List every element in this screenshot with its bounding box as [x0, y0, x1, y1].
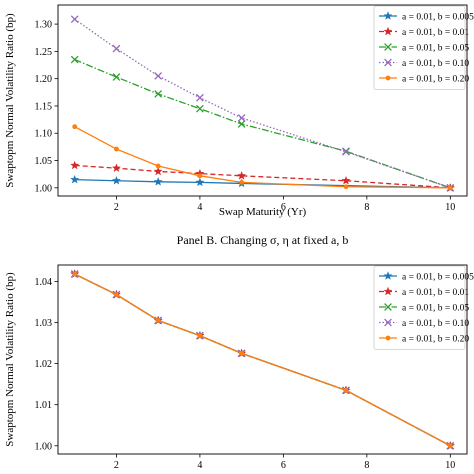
x-tick-label: 8: [364, 202, 369, 213]
legend: a = 0.01, b = 0.005 a = 0.01, b = 0.01 a =…: [373, 5, 474, 90]
series-line: [74, 126, 451, 189]
data-point: [153, 166, 163, 176]
x-tick-label: 2: [114, 202, 119, 213]
y-tick-label: 1.05: [35, 156, 53, 167]
x-tick-label: 10: [445, 202, 455, 213]
legend-label: a = 0.01, b = 0.005: [402, 12, 474, 22]
data-point: [197, 173, 203, 179]
legend-marker: [383, 286, 393, 296]
y-tick-label: 1.04: [35, 277, 53, 288]
data-point: [70, 55, 79, 64]
data-point: [196, 104, 204, 113]
y-tick-label: 1.02: [35, 359, 53, 370]
data-point: [154, 90, 163, 98]
data-point: [343, 387, 349, 393]
legend: a = 0.01, b = 0.005 a = 0.01, b = 0.01 a =…: [373, 265, 474, 350]
y-tick-label: 1.25: [35, 47, 53, 58]
y-tick-label: 1.15: [35, 101, 53, 112]
legend-label: a = 0.01, b = 0.05: [402, 43, 469, 53]
data-point: [343, 184, 349, 190]
data-point: [72, 124, 78, 130]
legend-box: [373, 265, 466, 350]
data-point: [72, 271, 78, 277]
data-point: [239, 179, 245, 185]
plot-frame: [57, 264, 468, 455]
series-5: [72, 124, 453, 191]
y-axis-label: Swaptopm Normal Volatility Ratio (bp): [4, 13, 16, 188]
data-point: [447, 443, 453, 449]
data-point: [196, 93, 204, 102]
data-point: [341, 175, 351, 185]
data-point: [70, 174, 80, 184]
y-tick-label: 1.20: [35, 74, 53, 85]
data-point: [114, 292, 119, 297]
chart-title: Panel B. Changing σ, η at fixed a, b: [177, 233, 349, 247]
legend-marker: [385, 75, 391, 81]
legend-marker: [385, 335, 391, 341]
x-tick-label: 4: [197, 202, 202, 213]
data-point: [342, 147, 350, 156]
plot-frame: [57, 4, 468, 197]
legend-box: [373, 5, 466, 90]
x-tick-label: 2: [114, 460, 119, 471]
data-point: [70, 160, 80, 170]
y-tick-label: 1.00: [35, 183, 53, 194]
chart-panel-2: Panel B. Changing σ, η at fixed a, b 2 4 6 8…: [4, 233, 474, 471]
data-point: [112, 73, 121, 81]
y-tick-label: 1.00: [35, 441, 53, 452]
data-point: [237, 171, 247, 180]
legend-label: a = 0.01, b = 0.05: [402, 303, 469, 313]
legend-label: a = 0.01, b = 0.10: [402, 319, 469, 329]
legend-label: a = 0.01, b = 0.20: [402, 74, 469, 84]
series-2: [70, 160, 455, 192]
legend-marker: [383, 11, 393, 20]
legend-marker: [384, 318, 392, 327]
data-point: [154, 72, 163, 80]
series-5: [72, 271, 453, 449]
data-point: [237, 114, 246, 122]
legend-label: a = 0.01, b = 0.01: [402, 288, 469, 298]
data-point: [70, 15, 79, 24]
data-point: [112, 44, 121, 53]
data-point: [111, 163, 121, 173]
data-point: [195, 177, 205, 187]
x-tick-label: 10: [445, 460, 455, 471]
data-point: [111, 175, 121, 185]
x-tick-label: 6: [281, 202, 286, 213]
data-point: [114, 146, 119, 152]
data-point: [197, 333, 203, 339]
legend-marker: [383, 271, 393, 280]
x-tick-label: 6: [281, 460, 286, 471]
data-point: [155, 163, 161, 169]
legend-marker: [383, 26, 393, 36]
y-tick-label: 1.10: [35, 129, 53, 140]
chart-panel-1: 2 4 6 8 10 1.00 1.05 1.10 1.15 1.20 1.25 1.30 Swap M…: [4, 4, 474, 218]
legend-label: a = 0.01, b = 0.005: [402, 272, 474, 282]
data-point: [153, 177, 163, 186]
x-axis-label: Swap Maturity (Yr): [219, 206, 307, 218]
legend-marker: [384, 43, 392, 51]
legend-label: a = 0.01, b = 0.01: [402, 28, 469, 38]
legend-label: a = 0.01, b = 0.20: [402, 334, 469, 344]
data-point: [237, 120, 246, 128]
x-tick-label: 4: [197, 460, 202, 471]
data-point: [155, 318, 161, 323]
legend-marker: [384, 58, 392, 67]
y-tick-label: 1.01: [35, 400, 53, 411]
x-tick-label: 8: [364, 460, 369, 471]
legend-label: a = 0.01, b = 0.10: [402, 59, 469, 69]
data-point: [447, 185, 453, 191]
legend-marker: [384, 303, 392, 311]
y-tick-label: 1.30: [35, 20, 53, 31]
data-point: [239, 350, 245, 356]
y-axis-label: Swaptopm Normal Volatility Ratio (bp): [4, 272, 16, 447]
y-tick-label: 1.03: [35, 318, 53, 329]
